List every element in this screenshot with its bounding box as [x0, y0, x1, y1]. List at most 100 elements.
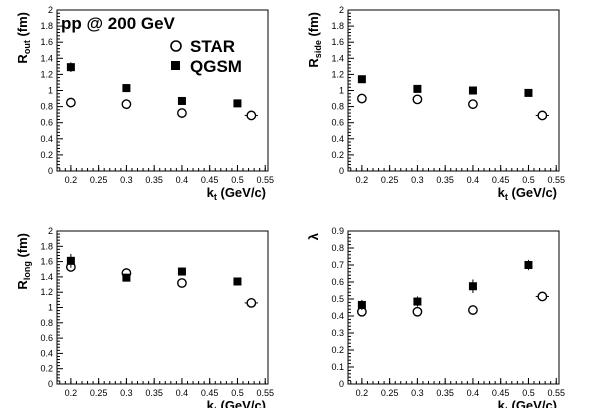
data-point-star [177, 278, 187, 288]
x-axis-label: kt (GeV/c) [207, 185, 266, 202]
y-tick-label: 1.8 [331, 21, 344, 31]
y-tick-label: 0.6 [331, 277, 344, 287]
y-tick-label: 0.8 [331, 243, 344, 253]
x-tick-label: 0.4 [467, 388, 480, 398]
figure-title: pp @ 200 GeV [61, 14, 176, 33]
x-tick-label: 0.55 [547, 175, 565, 185]
y-tick-label: 1.6 [40, 257, 53, 267]
x-tick-label: 0.35 [145, 388, 163, 398]
y-tick-label: 0.7 [331, 260, 344, 270]
y-tick-label: 0.8 [40, 318, 53, 328]
x-tick-label: 0.2 [65, 175, 78, 185]
x-tick-label: 0.3 [120, 175, 133, 185]
legend-marker-filled-square [171, 61, 180, 70]
y-tick-label: 0.2 [40, 150, 53, 160]
y-axis-label: Rlong (fm) [15, 233, 32, 290]
y-tick-label: 1.8 [40, 21, 53, 31]
y-tick-label: 0.1 [331, 362, 344, 372]
y-tick-label: 0.4 [40, 348, 53, 358]
x-tick-label: 0.45 [492, 175, 510, 185]
data-point-qgsm [122, 84, 131, 93]
x-tick-label: 0.3 [411, 175, 424, 185]
y-tick-label: 1.8 [40, 241, 53, 251]
data-point-qgsm [177, 267, 186, 276]
x-tick-label: 0.55 [256, 175, 274, 185]
y-tick-label: 0.6 [40, 118, 53, 128]
x-tick-label: 0.5 [522, 175, 535, 185]
x-tick-label: 0.4 [176, 175, 189, 185]
x-tick-label: 0.3 [120, 388, 133, 398]
legend-label-qgsm: QGSM [190, 57, 242, 76]
x-tick-label: 0.5 [231, 175, 244, 185]
y-axis-label: λ [306, 232, 321, 240]
x-tick-label: 0.2 [65, 388, 78, 398]
x-axis-label: kt (GeV/c) [498, 398, 557, 408]
legend: STAR QGSM [170, 37, 242, 76]
data-point-qgsm [524, 88, 533, 97]
x-tick-label: 0.2 [356, 388, 369, 398]
y-tick-label: 2 [48, 226, 53, 236]
y-tick-label: 1 [48, 86, 53, 96]
y-tick-label: 0.6 [40, 333, 53, 343]
x-tick-label: 0.55 [547, 388, 565, 398]
y-tick-label: 1.4 [40, 272, 53, 282]
y-axis-label: Rside (fm) [306, 12, 323, 68]
legend-label-star: STAR [190, 37, 235, 56]
data-point-star [468, 99, 478, 110]
data-point-star [177, 108, 187, 118]
x-tick-label: 0.2 [356, 175, 369, 185]
data-point-qgsm [524, 261, 533, 269]
y-tick-label: 1.4 [40, 53, 53, 63]
x-tick-label: 0.3 [411, 388, 424, 398]
data-point-qgsm [66, 256, 75, 265]
x-tick-label: 0.45 [492, 388, 510, 398]
y-tick-label: 0.8 [331, 102, 344, 112]
x-tick-label: 0.4 [467, 175, 480, 185]
x-tick-label: 0.5 [231, 388, 244, 398]
data-point-star [537, 291, 548, 302]
y-tick-label: 0 [339, 166, 344, 176]
data-point-star [412, 306, 423, 317]
data-point-star [468, 305, 478, 315]
data-point-star [537, 110, 548, 121]
y-tick-label: 1 [339, 86, 344, 96]
x-tick-label: 0.55 [256, 388, 274, 398]
y-tick-label: 0.2 [331, 150, 344, 160]
y-tick-label: 0 [48, 166, 53, 176]
x-tick-label: 0.45 [201, 388, 219, 398]
y-tick-label: 0.9 [331, 226, 344, 236]
panel-r-long: 0 0.2 0.4 0.6 0.8 1 1.2 1.4 1.6 1.8 2 0.2 0.25 0.3 0.3… [15, 226, 274, 408]
data-point-star [65, 97, 76, 108]
data-point-qgsm [413, 84, 422, 93]
y-tick-label: 0.2 [40, 364, 53, 374]
y-tick-label: 0 [339, 379, 344, 389]
y-tick-label: 0.6 [331, 118, 344, 128]
x-tick-label: 0.25 [381, 388, 399, 398]
legend-entry-star: STAR [170, 37, 235, 56]
data-point-qgsm [66, 63, 75, 72]
data-point-qgsm [357, 300, 366, 309]
data-point-qgsm [468, 86, 477, 95]
x-tick-label: 0.35 [436, 388, 454, 398]
x-tick-label: 0.4 [176, 388, 189, 398]
x-tick-label: 0.5 [522, 388, 535, 398]
y-tick-label: 0.5 [331, 294, 344, 304]
plot-frame-lambda [347, 230, 560, 385]
panel-lambda: 0 0.1 0.2 0.3 0.4 0.5 0.6 0.7 0.8 0.9 0.2 0.25 0.3 0.… [306, 226, 565, 408]
legend-marker-open-circle [170, 40, 182, 52]
data-point-qgsm [233, 277, 242, 286]
y-tick-label: 1 [48, 303, 53, 313]
data-point-star [121, 99, 132, 110]
x-tick-label: 0.35 [145, 175, 163, 185]
y-tick-label: 0.4 [331, 134, 344, 144]
y-tick-label: 1.2 [40, 69, 53, 79]
y-tick-label: 2 [339, 5, 344, 15]
y-tick-label: 0.8 [40, 102, 53, 112]
data-point-star [356, 93, 367, 104]
y-tick-label: 0.3 [331, 328, 344, 338]
y-tick-label: 1.2 [40, 287, 53, 297]
x-tick-label: 0.35 [436, 175, 454, 185]
data-point-qgsm [122, 273, 131, 282]
